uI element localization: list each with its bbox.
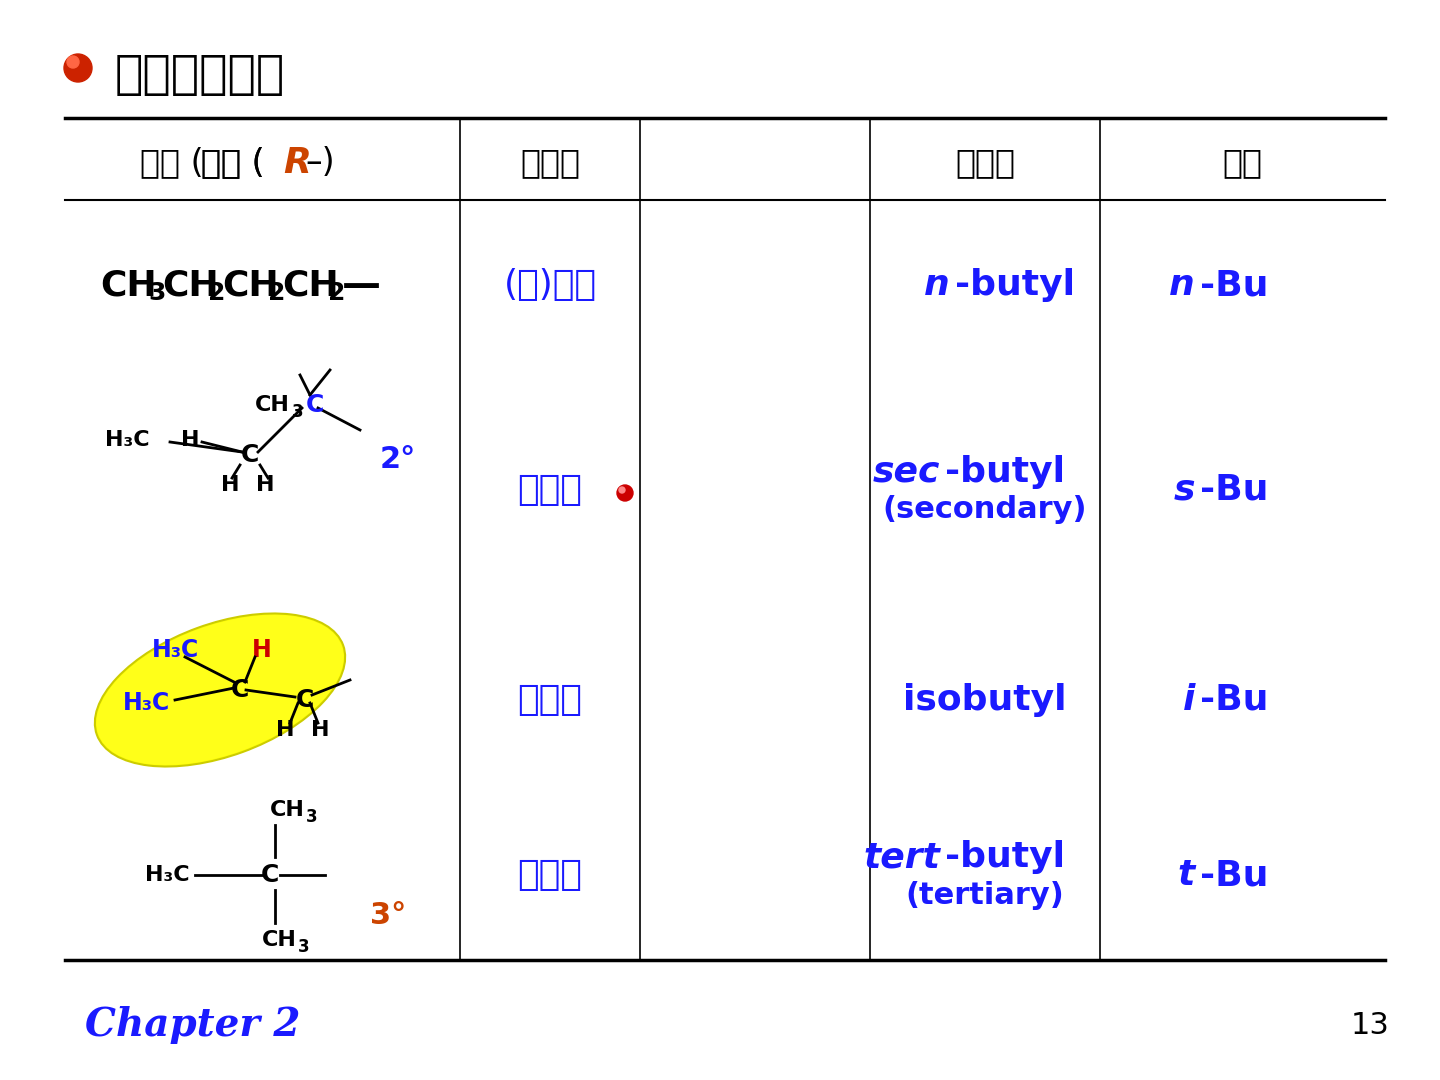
Text: (tertiary): (tertiary) [906,880,1064,909]
Ellipse shape [96,615,344,766]
Text: isobutyl: isobutyl [903,683,1067,717]
Text: -butyl: -butyl [945,455,1066,489]
Text: CH: CH [99,268,157,302]
Text: s: s [1174,473,1195,507]
Text: C: C [261,863,279,887]
Text: H₃C: H₃C [151,638,199,662]
Text: 3: 3 [305,808,318,826]
Text: -butyl: -butyl [945,840,1066,874]
Text: -butyl: -butyl [955,268,1076,302]
Text: H₃C: H₃C [145,865,190,885]
Circle shape [616,485,634,501]
Text: 叔丁基: 叔丁基 [517,858,582,892]
Text: CH: CH [255,395,289,415]
Text: -Bu: -Bu [1200,268,1269,302]
Text: -Bu: -Bu [1200,683,1269,717]
Circle shape [619,487,625,492]
Text: 烷基 (: 烷基 ( [202,147,265,179]
Text: t: t [1178,858,1195,892]
Text: H: H [256,475,274,495]
Text: (正)丁基: (正)丁基 [504,268,596,302]
Text: (secondary): (secondary) [883,496,1087,525]
Text: CH: CH [222,268,279,302]
Text: 缩写: 缩写 [1223,147,1261,179]
Text: —: — [343,266,382,303]
Circle shape [68,56,79,68]
Text: 3: 3 [148,281,166,305]
Text: 烷基 (: 烷基 ( [140,147,203,179]
Text: CH: CH [271,800,305,820]
Text: H: H [311,720,330,740]
Text: 3°: 3° [370,901,406,930]
Text: 2°: 2° [380,445,416,474]
Text: -Bu: -Bu [1200,858,1269,892]
Text: CH: CH [262,930,297,950]
Text: H₃C: H₃C [105,430,150,450]
Text: H: H [181,430,199,450]
Text: 2: 2 [207,281,226,305]
Text: 2: 2 [268,281,285,305]
Text: H: H [252,638,272,662]
Text: CH: CH [282,268,338,302]
Text: n: n [1169,268,1195,302]
Text: 中文名: 中文名 [520,147,580,179]
Text: H: H [275,720,294,740]
Text: 13: 13 [1351,1011,1390,1039]
Text: 3: 3 [298,939,310,956]
Text: 2: 2 [328,281,346,305]
Text: n: n [924,268,950,302]
Text: CH: CH [161,268,219,302]
Text: i: i [1182,683,1195,717]
Text: Chapter 2: Chapter 2 [85,1005,301,1044]
Text: H: H [220,475,239,495]
Text: sec: sec [873,455,940,489]
Circle shape [63,54,92,82]
Text: -Bu: -Bu [1200,473,1269,507]
Text: 英文名: 英文名 [955,147,1015,179]
Text: 取代基的命名: 取代基的命名 [115,53,285,97]
Text: C: C [295,688,314,712]
Text: C: C [240,443,259,467]
Text: 仲丁基: 仲丁基 [517,473,582,507]
Text: 烷基 (: 烷基 ( [202,147,265,179]
Text: H₃C: H₃C [122,691,170,715]
Text: tert: tert [863,840,940,874]
Text: –): –) [305,147,334,179]
Text: C: C [230,678,249,702]
Text: 3: 3 [292,403,304,421]
Text: R: R [284,146,311,180]
Text: C: C [305,393,324,417]
Text: 异丁基: 异丁基 [517,683,582,717]
